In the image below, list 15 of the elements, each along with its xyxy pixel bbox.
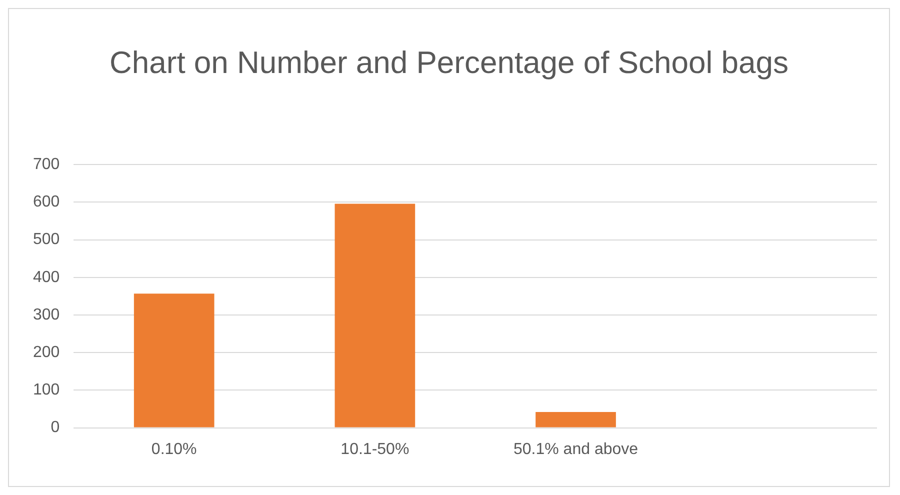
bar [334, 204, 416, 428]
y-tick-label: 700 [32, 156, 60, 174]
y-tick-label: 200 [32, 344, 60, 362]
y-tick-label: 100 [32, 382, 60, 399]
x-tick-label: 0.10% [151, 440, 197, 458]
y-tick-label: 300 [32, 306, 60, 324]
bar [536, 412, 616, 428]
y-tick-label: 400 [32, 268, 60, 286]
chart-title: Chart on Number and Percentage of School bags [108, 44, 790, 82]
bar [134, 294, 214, 428]
x-tick-label: 10.1-50% [340, 440, 410, 458]
y-tick-label: 600 [32, 194, 60, 211]
y-tick-label: 0 [50, 419, 60, 436]
y-tick-label: 500 [32, 231, 60, 248]
x-tick-label: 50.1% and above [513, 440, 638, 458]
